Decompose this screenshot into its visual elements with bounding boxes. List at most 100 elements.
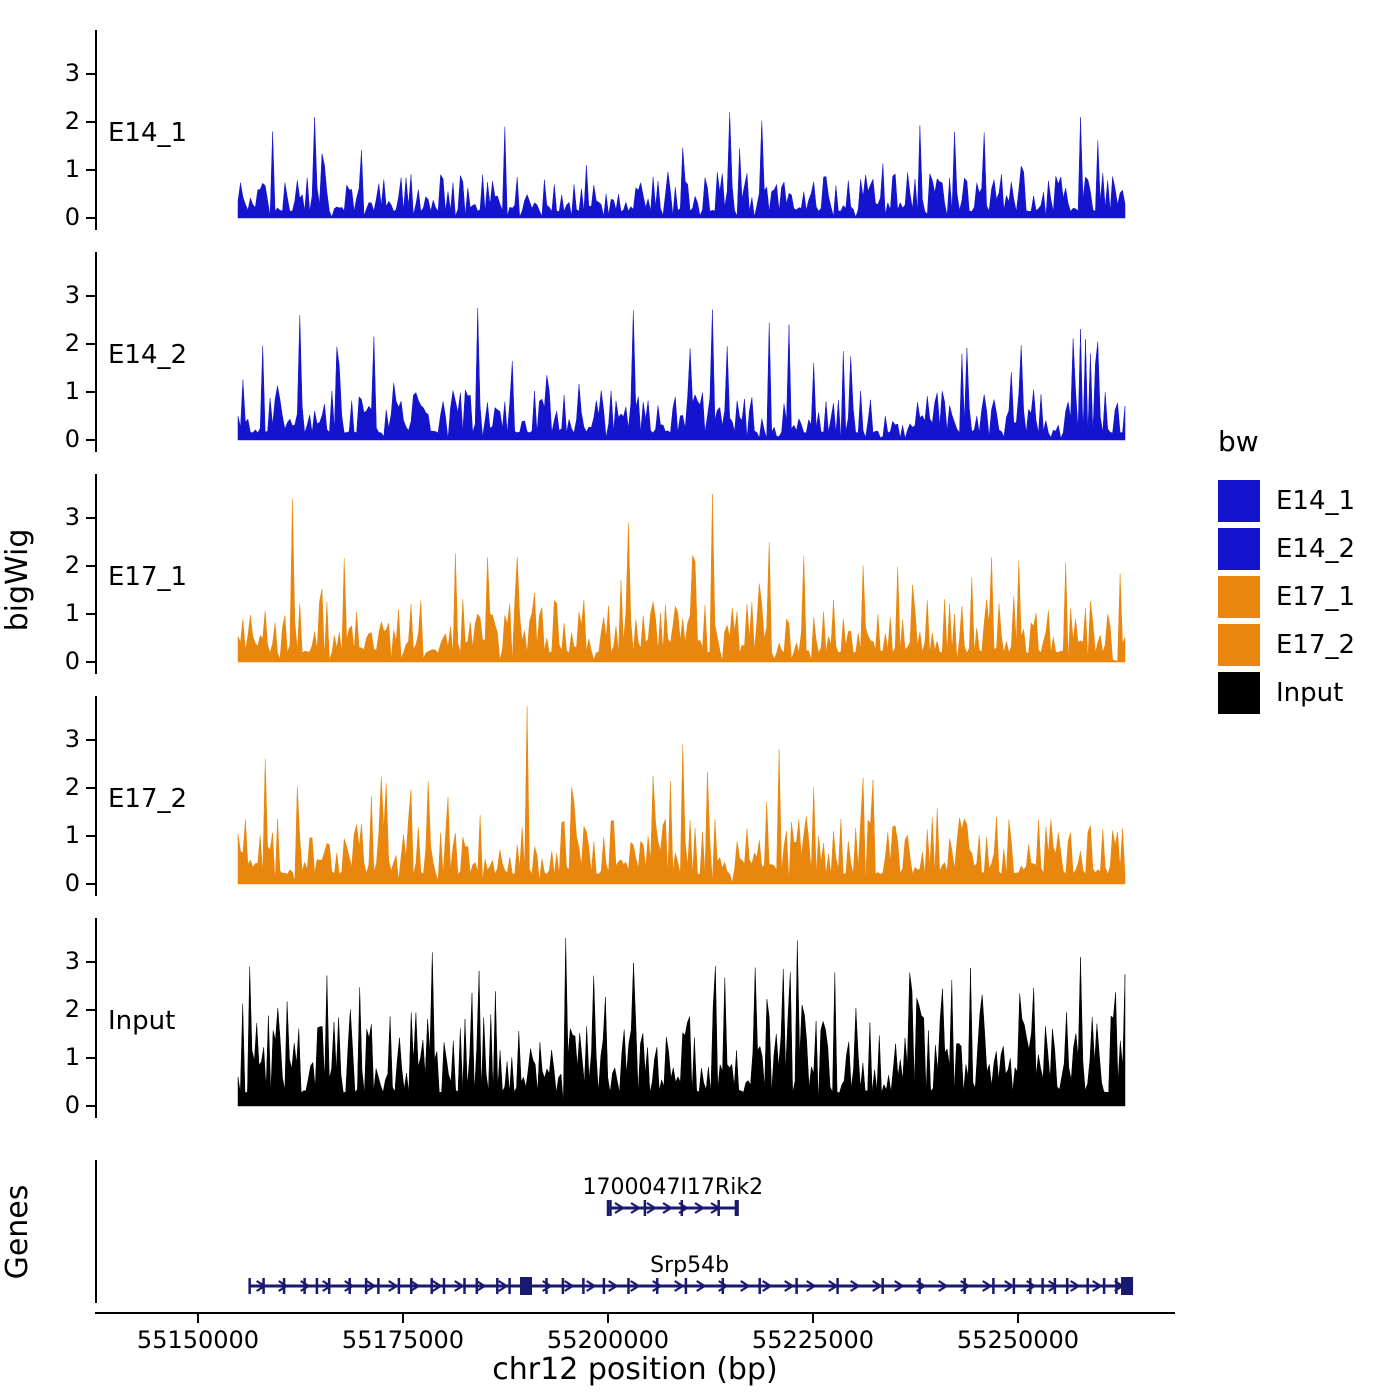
y-tick-mark (86, 121, 95, 123)
strand-arrow-icon (410, 1280, 421, 1292)
y-tick-label: 2 (64, 995, 80, 1023)
x-tick-mark (197, 1314, 199, 1323)
signal-track: E14_2 3 2 1 0 (0, 252, 1400, 453)
legend-item: Input (1218, 672, 1355, 714)
coverage-signal-Input (237, 937, 1126, 1107)
track-label: E14_2 (108, 340, 188, 370)
coverage-signal-E14_2 (237, 307, 1126, 441)
y-tick-label: 1 (64, 377, 80, 405)
strand-arrow-icon (674, 1280, 685, 1292)
strand-arrow-icon (652, 1280, 663, 1292)
genes-track: 1700047I17Rik2 Srp54b (0, 1160, 1400, 1310)
strand-arrow-icon (740, 1280, 751, 1292)
strand-arrow-icon (614, 1202, 626, 1214)
legend-title: bw (1218, 425, 1259, 458)
strand-arrow-icon (300, 1280, 311, 1292)
y-tick-label: 2 (64, 551, 80, 579)
legend-color-swatch (1218, 672, 1260, 714)
strand-arrow-icon (850, 1280, 861, 1292)
track-label: E14_1 (108, 118, 188, 148)
coverage-area (237, 112, 1126, 219)
legend-item: E17_1 (1218, 576, 1355, 618)
strand-arrow-icon (476, 1280, 487, 1292)
y-tick-label: 2 (64, 107, 80, 135)
strand-arrow-icon (938, 1280, 949, 1292)
y-tick-label: 1 (64, 821, 80, 849)
y-tick-mark (86, 787, 95, 789)
strand-arrow-icon (630, 1202, 642, 1214)
y-tick-label: 1 (64, 155, 80, 183)
signal-track: E14_1 3 2 1 0 (0, 30, 1400, 231)
legend-item-label: E14_2 (1276, 534, 1356, 564)
strand-arrow-icon (960, 1280, 971, 1292)
y-tick-mark (86, 1057, 95, 1059)
x-tick-mark (402, 1314, 404, 1323)
y-tick-label: 3 (64, 59, 80, 87)
y-tick-mark (86, 613, 95, 615)
strand-arrow-icon (982, 1280, 993, 1292)
y-tick-mark (86, 391, 95, 393)
exon-box (1121, 1277, 1134, 1295)
track-label: E17_2 (108, 784, 188, 814)
genes-y-axis-line (95, 1160, 97, 1303)
y-tick-mark (86, 565, 95, 567)
y-tick-label: 3 (64, 947, 80, 975)
x-tick-mark (607, 1314, 609, 1323)
legend-item-label: E17_2 (1276, 630, 1356, 660)
legend-item: E17_2 (1218, 624, 1355, 666)
y-tick-mark (86, 835, 95, 837)
y-tick-mark (86, 73, 95, 75)
track-label: E17_1 (108, 562, 188, 592)
strand-arrow-icon (1070, 1280, 1081, 1292)
strand-arrow-icon (806, 1280, 817, 1292)
coverage-area (237, 706, 1126, 885)
coverage-signal-E17_1 (237, 493, 1126, 663)
strand-arrow-icon (322, 1280, 333, 1292)
gene-name-label: 1700047I17Rik2 (582, 1175, 763, 1200)
legend: bw E14_1 E14_2 E17_1 E17_2 Input (1218, 425, 1355, 720)
strand-arrow-icon (694, 1202, 706, 1214)
legend-color-swatch (1218, 576, 1260, 618)
coverage-area (237, 937, 1126, 1107)
coverage-signal-E14_1 (237, 112, 1126, 219)
track-y-axis-line (95, 252, 97, 452)
signal-track: E17_1 3 2 1 0 (0, 474, 1400, 675)
y-tick-label: 0 (64, 647, 80, 675)
y-tick-label: 0 (64, 203, 80, 231)
strand-arrow-icon (432, 1280, 443, 1292)
y-tick-label: 2 (64, 773, 80, 801)
signal-track: E17_2 3 2 1 0 (0, 696, 1400, 897)
strand-arrow-icon (608, 1280, 619, 1292)
track-y-axis-line (95, 696, 97, 896)
strand-arrow-icon (894, 1280, 905, 1292)
signal-track: Input 3 2 1 0 (0, 918, 1400, 1119)
track-y-axis-line (95, 30, 97, 230)
strand-arrow-icon (718, 1280, 729, 1292)
legend-item-label: E14_1 (1276, 486, 1356, 516)
y-tick-mark (86, 217, 95, 219)
strand-arrow-icon (344, 1280, 355, 1292)
y-tick-mark (86, 295, 95, 297)
y-tick-label: 3 (64, 725, 80, 753)
y-tick-label: 3 (64, 281, 80, 309)
y-tick-label: 0 (64, 869, 80, 897)
strand-arrow-icon (454, 1280, 465, 1292)
x-tick-label: 55200000 (546, 1326, 670, 1354)
gene-name-label: Srp54b (650, 1253, 729, 1278)
y-tick-mark (86, 169, 95, 171)
x-tick-label: 55175000 (341, 1326, 465, 1354)
strand-arrow-icon (1092, 1280, 1103, 1292)
strand-arrow-icon (366, 1280, 377, 1292)
strand-arrow-icon (278, 1280, 289, 1292)
y-tick-label: 3 (64, 503, 80, 531)
y-tick-mark (86, 1009, 95, 1011)
strand-arrow-icon (784, 1280, 795, 1292)
x-tick-label: 55250000 (956, 1326, 1080, 1354)
y-tick-label: 1 (64, 1043, 80, 1071)
gene-models-svg: 1700047I17Rik2 Srp54b (248, 1175, 1134, 1295)
strand-arrow-icon (586, 1280, 597, 1292)
strand-arrow-icon (564, 1280, 575, 1292)
x-tick-mark (1017, 1314, 1019, 1323)
coverage-area (237, 493, 1126, 663)
